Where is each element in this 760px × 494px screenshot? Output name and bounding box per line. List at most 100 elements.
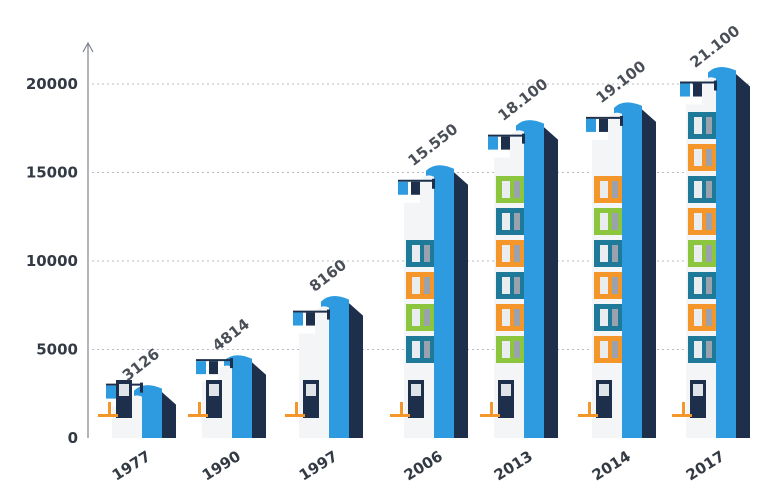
flag-banner-icon — [599, 118, 608, 132]
y-tick-label: 0 — [68, 429, 78, 447]
office-floor-icon — [694, 341, 702, 358]
office-floor-icon — [600, 181, 608, 198]
flag-banner-icon — [620, 115, 623, 126]
office-floor-icon — [502, 309, 510, 326]
flag-banner-icon — [501, 136, 510, 150]
office-floor-icon — [514, 213, 520, 230]
flag-banner-icon — [488, 136, 498, 150]
flag-banner-icon — [230, 358, 233, 369]
entrance-door-icon — [599, 384, 609, 396]
office-floor-icon — [612, 213, 618, 230]
building-bar — [188, 355, 266, 438]
building-bar — [285, 296, 363, 438]
office-floor-icon — [600, 309, 608, 326]
x-tick-label: 2014 — [589, 447, 634, 484]
office-floor-icon — [612, 309, 618, 326]
value-label: 21.100 — [687, 22, 744, 72]
office-floor-icon — [600, 341, 608, 358]
crane-icon — [588, 402, 591, 416]
office-floor-icon — [502, 277, 510, 294]
entrance-door-icon — [209, 384, 219, 396]
office-floor-icon — [600, 213, 608, 230]
office-floor-icon — [706, 149, 712, 166]
y-tick-label: 5000 — [36, 341, 78, 359]
entrance-door-icon — [306, 384, 316, 396]
office-floor-icon — [612, 341, 618, 358]
office-floor-icon — [514, 245, 520, 262]
office-floor-icon — [514, 309, 520, 326]
value-label: 4814 — [209, 315, 253, 355]
value-label: 3126 — [119, 345, 163, 385]
building-side-face — [345, 299, 363, 438]
value-label: 15.550 — [405, 120, 462, 170]
office-floor-icon — [612, 245, 618, 262]
flag-banner-icon — [293, 312, 303, 326]
crane-icon — [198, 402, 201, 416]
y-tick-label: 10000 — [26, 252, 78, 270]
office-floor-icon — [502, 213, 510, 230]
office-floor-icon — [694, 309, 702, 326]
crane-icon — [295, 402, 298, 416]
value-label: 18.100 — [495, 75, 552, 125]
office-floor-icon — [694, 181, 702, 198]
entrance-door-icon — [501, 384, 511, 396]
office-floor-icon — [514, 341, 520, 358]
flag-banner-icon — [586, 118, 596, 132]
office-floor-icon — [706, 245, 712, 262]
value-label: 19.100 — [593, 57, 650, 107]
x-tick-label: 1977 — [109, 447, 154, 484]
flag-banner-icon — [398, 181, 408, 195]
office-floor-icon — [412, 309, 420, 326]
value-label: 8160 — [306, 256, 350, 296]
office-floor-icon — [612, 277, 618, 294]
y-tick-label: 20000 — [26, 75, 78, 93]
flag-banner-icon — [714, 80, 717, 91]
x-tick-label: 2006 — [401, 447, 446, 484]
flag-banner-icon — [106, 385, 116, 399]
office-floor-icon — [600, 277, 608, 294]
building-side-face — [638, 105, 656, 439]
office-floor-icon — [694, 277, 702, 294]
office-floor-icon — [706, 117, 712, 134]
x-tick-label: 1997 — [296, 447, 341, 484]
office-floor-icon — [706, 277, 712, 294]
entrance-door-icon — [119, 384, 129, 396]
building-side-face — [540, 123, 558, 438]
flag-banner-icon — [196, 361, 206, 375]
building-bar — [98, 380, 176, 438]
office-floor-icon — [514, 181, 520, 198]
office-floor-icon — [694, 117, 702, 134]
building-bar — [672, 66, 750, 439]
flag-banner-icon — [306, 312, 315, 326]
office-floor-icon — [502, 245, 510, 262]
flag-banner-icon — [522, 133, 525, 144]
entrance-door-icon — [411, 384, 421, 396]
building-side-face — [732, 70, 750, 438]
building-bar — [480, 120, 558, 439]
flag-banner-icon — [209, 361, 218, 375]
flag-banner-icon — [432, 178, 435, 189]
office-floor-icon — [412, 245, 420, 262]
crane-icon — [682, 402, 685, 416]
office-floor-icon — [412, 341, 420, 358]
x-tick-label: 1990 — [199, 447, 244, 484]
flag-banner-icon — [140, 382, 143, 393]
office-floor-icon — [502, 181, 510, 198]
building-front — [299, 306, 329, 438]
bars-layer — [98, 66, 750, 439]
y-tick-label: 15000 — [26, 164, 78, 182]
office-floor-icon — [424, 277, 430, 294]
office-floor-icon — [706, 213, 712, 230]
office-floor-icon — [412, 277, 420, 294]
office-floor-icon — [600, 245, 608, 262]
office-floor-icon — [514, 277, 520, 294]
x-tick-label: 2017 — [683, 447, 728, 484]
x-tick-label: 2013 — [491, 447, 536, 484]
flag-banner-icon — [693, 83, 702, 97]
building-side-face — [158, 388, 176, 438]
office-floor-icon — [706, 181, 712, 198]
flag-banner-icon — [680, 83, 690, 97]
office-floor-icon — [706, 309, 712, 326]
office-floor-icon — [502, 341, 510, 358]
